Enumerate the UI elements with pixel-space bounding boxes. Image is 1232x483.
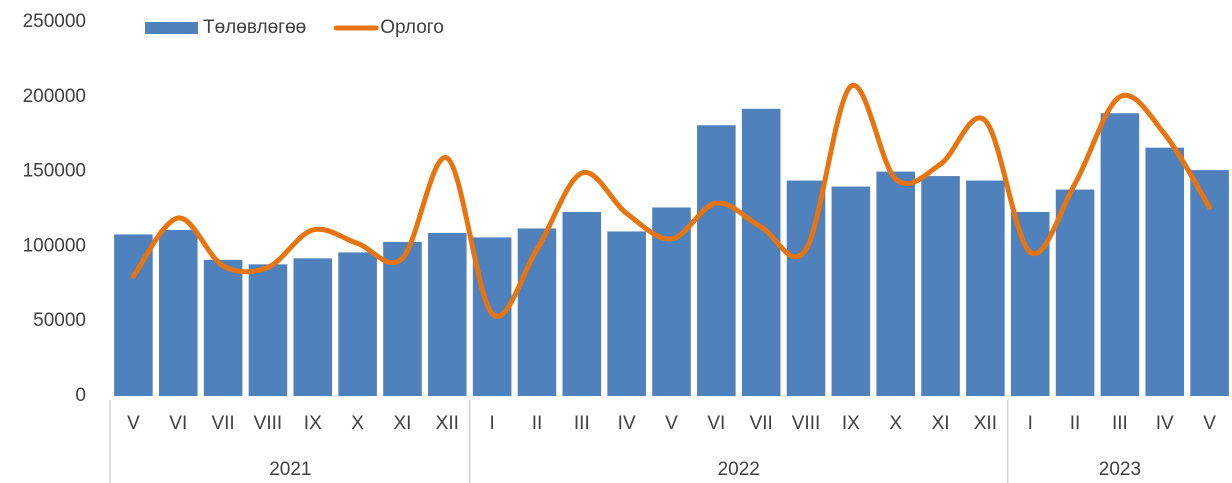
bar bbox=[158, 229, 198, 396]
bar bbox=[921, 176, 960, 396]
legend-swatch bbox=[145, 22, 198, 34]
y-tick-label: 250000 bbox=[23, 11, 86, 32]
y-tick-label: 150000 bbox=[23, 161, 86, 182]
x-tick-label: IX bbox=[304, 413, 322, 434]
x-tick-label: XI bbox=[393, 413, 411, 434]
legend-label: Орлого bbox=[380, 17, 444, 38]
bar bbox=[428, 232, 467, 396]
bar bbox=[517, 228, 557, 396]
x-tick-label: X bbox=[351, 413, 364, 434]
group-label: 2021 bbox=[269, 459, 311, 480]
x-tick-label: VIII bbox=[792, 413, 821, 434]
x-tick-label: II bbox=[1070, 413, 1081, 434]
bar bbox=[966, 180, 1005, 396]
bar bbox=[831, 186, 871, 396]
bar bbox=[876, 171, 915, 396]
bar bbox=[383, 241, 422, 396]
x-tick-label: XII bbox=[436, 413, 459, 434]
bar bbox=[293, 258, 333, 396]
x-tick-label: V bbox=[127, 413, 140, 434]
x-tick-label: V bbox=[1203, 413, 1216, 434]
x-tick-label: I bbox=[1028, 413, 1033, 434]
y-tick-label: 200000 bbox=[23, 86, 86, 107]
y-tick-label: 0 bbox=[75, 385, 86, 406]
legend-label: Төлөвлөгөө bbox=[203, 17, 306, 38]
bar bbox=[338, 252, 377, 396]
bar bbox=[203, 259, 243, 396]
bar bbox=[1055, 189, 1095, 396]
group-label: 2023 bbox=[1099, 459, 1141, 480]
x-tick-label: IV bbox=[1156, 413, 1174, 434]
x-tick-label: IV bbox=[618, 413, 636, 434]
x-tick-label: XI bbox=[932, 413, 950, 434]
bar bbox=[114, 234, 153, 396]
bar bbox=[1100, 113, 1140, 397]
x-tick-label: III bbox=[1112, 413, 1128, 434]
x-tick-label: X bbox=[889, 413, 902, 434]
x-tick-label: II bbox=[532, 413, 543, 434]
y-tick-label: 100000 bbox=[23, 235, 86, 256]
bar bbox=[1010, 211, 1050, 396]
x-tick-label: III bbox=[574, 413, 590, 434]
y-tick-label: 50000 bbox=[33, 310, 86, 331]
bar bbox=[562, 211, 602, 396]
x-tick-label: V bbox=[665, 413, 678, 434]
group-label: 2022 bbox=[718, 459, 760, 480]
x-tick-label: IX bbox=[842, 413, 860, 434]
bar bbox=[741, 108, 781, 396]
x-tick-label: I bbox=[489, 413, 494, 434]
bar bbox=[248, 264, 288, 396]
x-tick-label: VI bbox=[707, 413, 725, 434]
bar bbox=[697, 125, 736, 396]
x-tick-label: XII bbox=[974, 413, 997, 434]
x-tick-label: VI bbox=[169, 413, 187, 434]
bar bbox=[607, 231, 646, 396]
x-tick-label: VII bbox=[211, 413, 234, 434]
x-tick-label: VIII bbox=[254, 413, 283, 434]
line bbox=[130, 82, 1213, 319]
x-tick-label: VII bbox=[750, 413, 773, 434]
bar bbox=[1145, 147, 1185, 396]
